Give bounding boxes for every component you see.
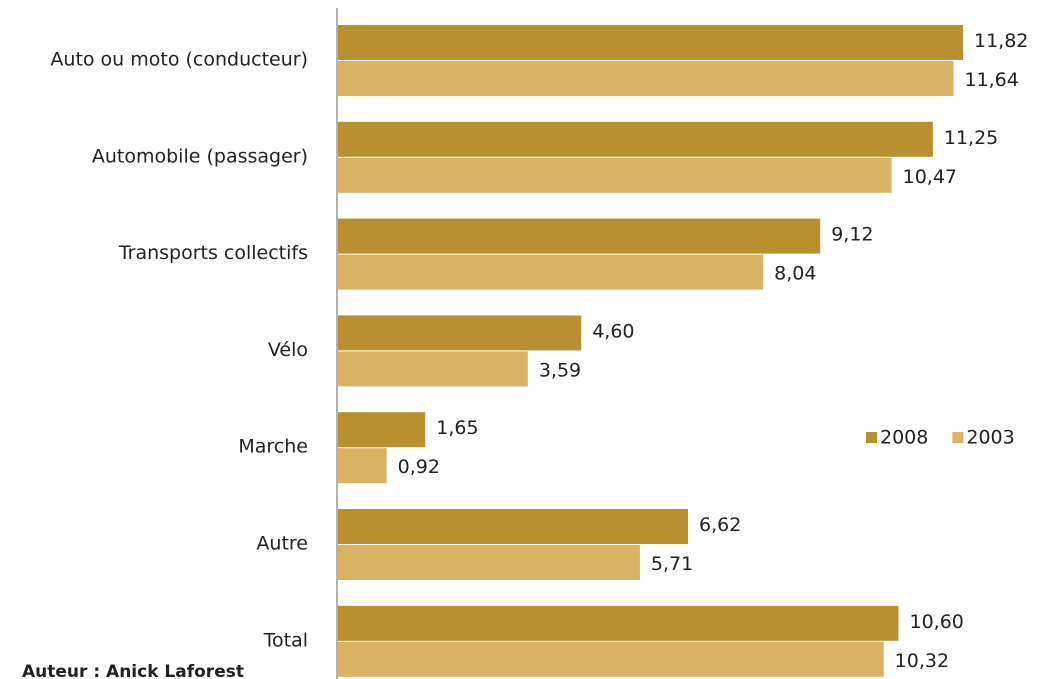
value-label: 3,59 <box>539 359 581 381</box>
value-label: 11,64 <box>964 69 1018 91</box>
legend-swatch <box>952 432 964 443</box>
value-label: 8,04 <box>774 263 816 285</box>
bar <box>338 545 640 580</box>
value-label: 11,82 <box>974 30 1028 52</box>
value-label: 11,25 <box>944 127 998 149</box>
value-label: 6,62 <box>699 514 741 536</box>
bar <box>338 25 963 60</box>
value-label: 1,65 <box>436 417 478 439</box>
bar <box>338 61 954 96</box>
value-label: 10,60 <box>909 611 963 633</box>
bar <box>338 509 689 544</box>
value-label: 9,12 <box>831 224 873 246</box>
category-label: Autre <box>256 533 308 555</box>
bar <box>338 254 764 290</box>
category-label: Marche <box>238 436 308 458</box>
source: Auteur : Anick Laforest <box>22 662 244 679</box>
category-label: Automobile (passager) <box>92 145 308 167</box>
category-label: Auto ou moto (conducteur) <box>50 49 308 71</box>
bar <box>338 412 426 448</box>
bar <box>338 121 933 157</box>
category-label: Transports collectifs <box>118 242 308 264</box>
value-label: 10,32 <box>895 650 949 672</box>
bar <box>338 315 582 351</box>
bar <box>338 351 528 387</box>
legend-label: 2003 <box>966 427 1014 449</box>
legend-label: 2008 <box>880 427 928 449</box>
value-label: 0,92 <box>398 456 440 478</box>
bar <box>338 641 884 677</box>
category-label: Vélo <box>268 339 308 361</box>
value-label: 10,47 <box>903 166 957 188</box>
bar <box>338 448 387 484</box>
value-label: 5,71 <box>651 553 693 575</box>
bar <box>338 218 821 254</box>
bar <box>338 157 892 193</box>
legend-swatch <box>866 432 877 443</box>
category-label: Total <box>263 629 308 651</box>
bar <box>338 605 899 641</box>
value-label: 4,60 <box>592 320 634 342</box>
